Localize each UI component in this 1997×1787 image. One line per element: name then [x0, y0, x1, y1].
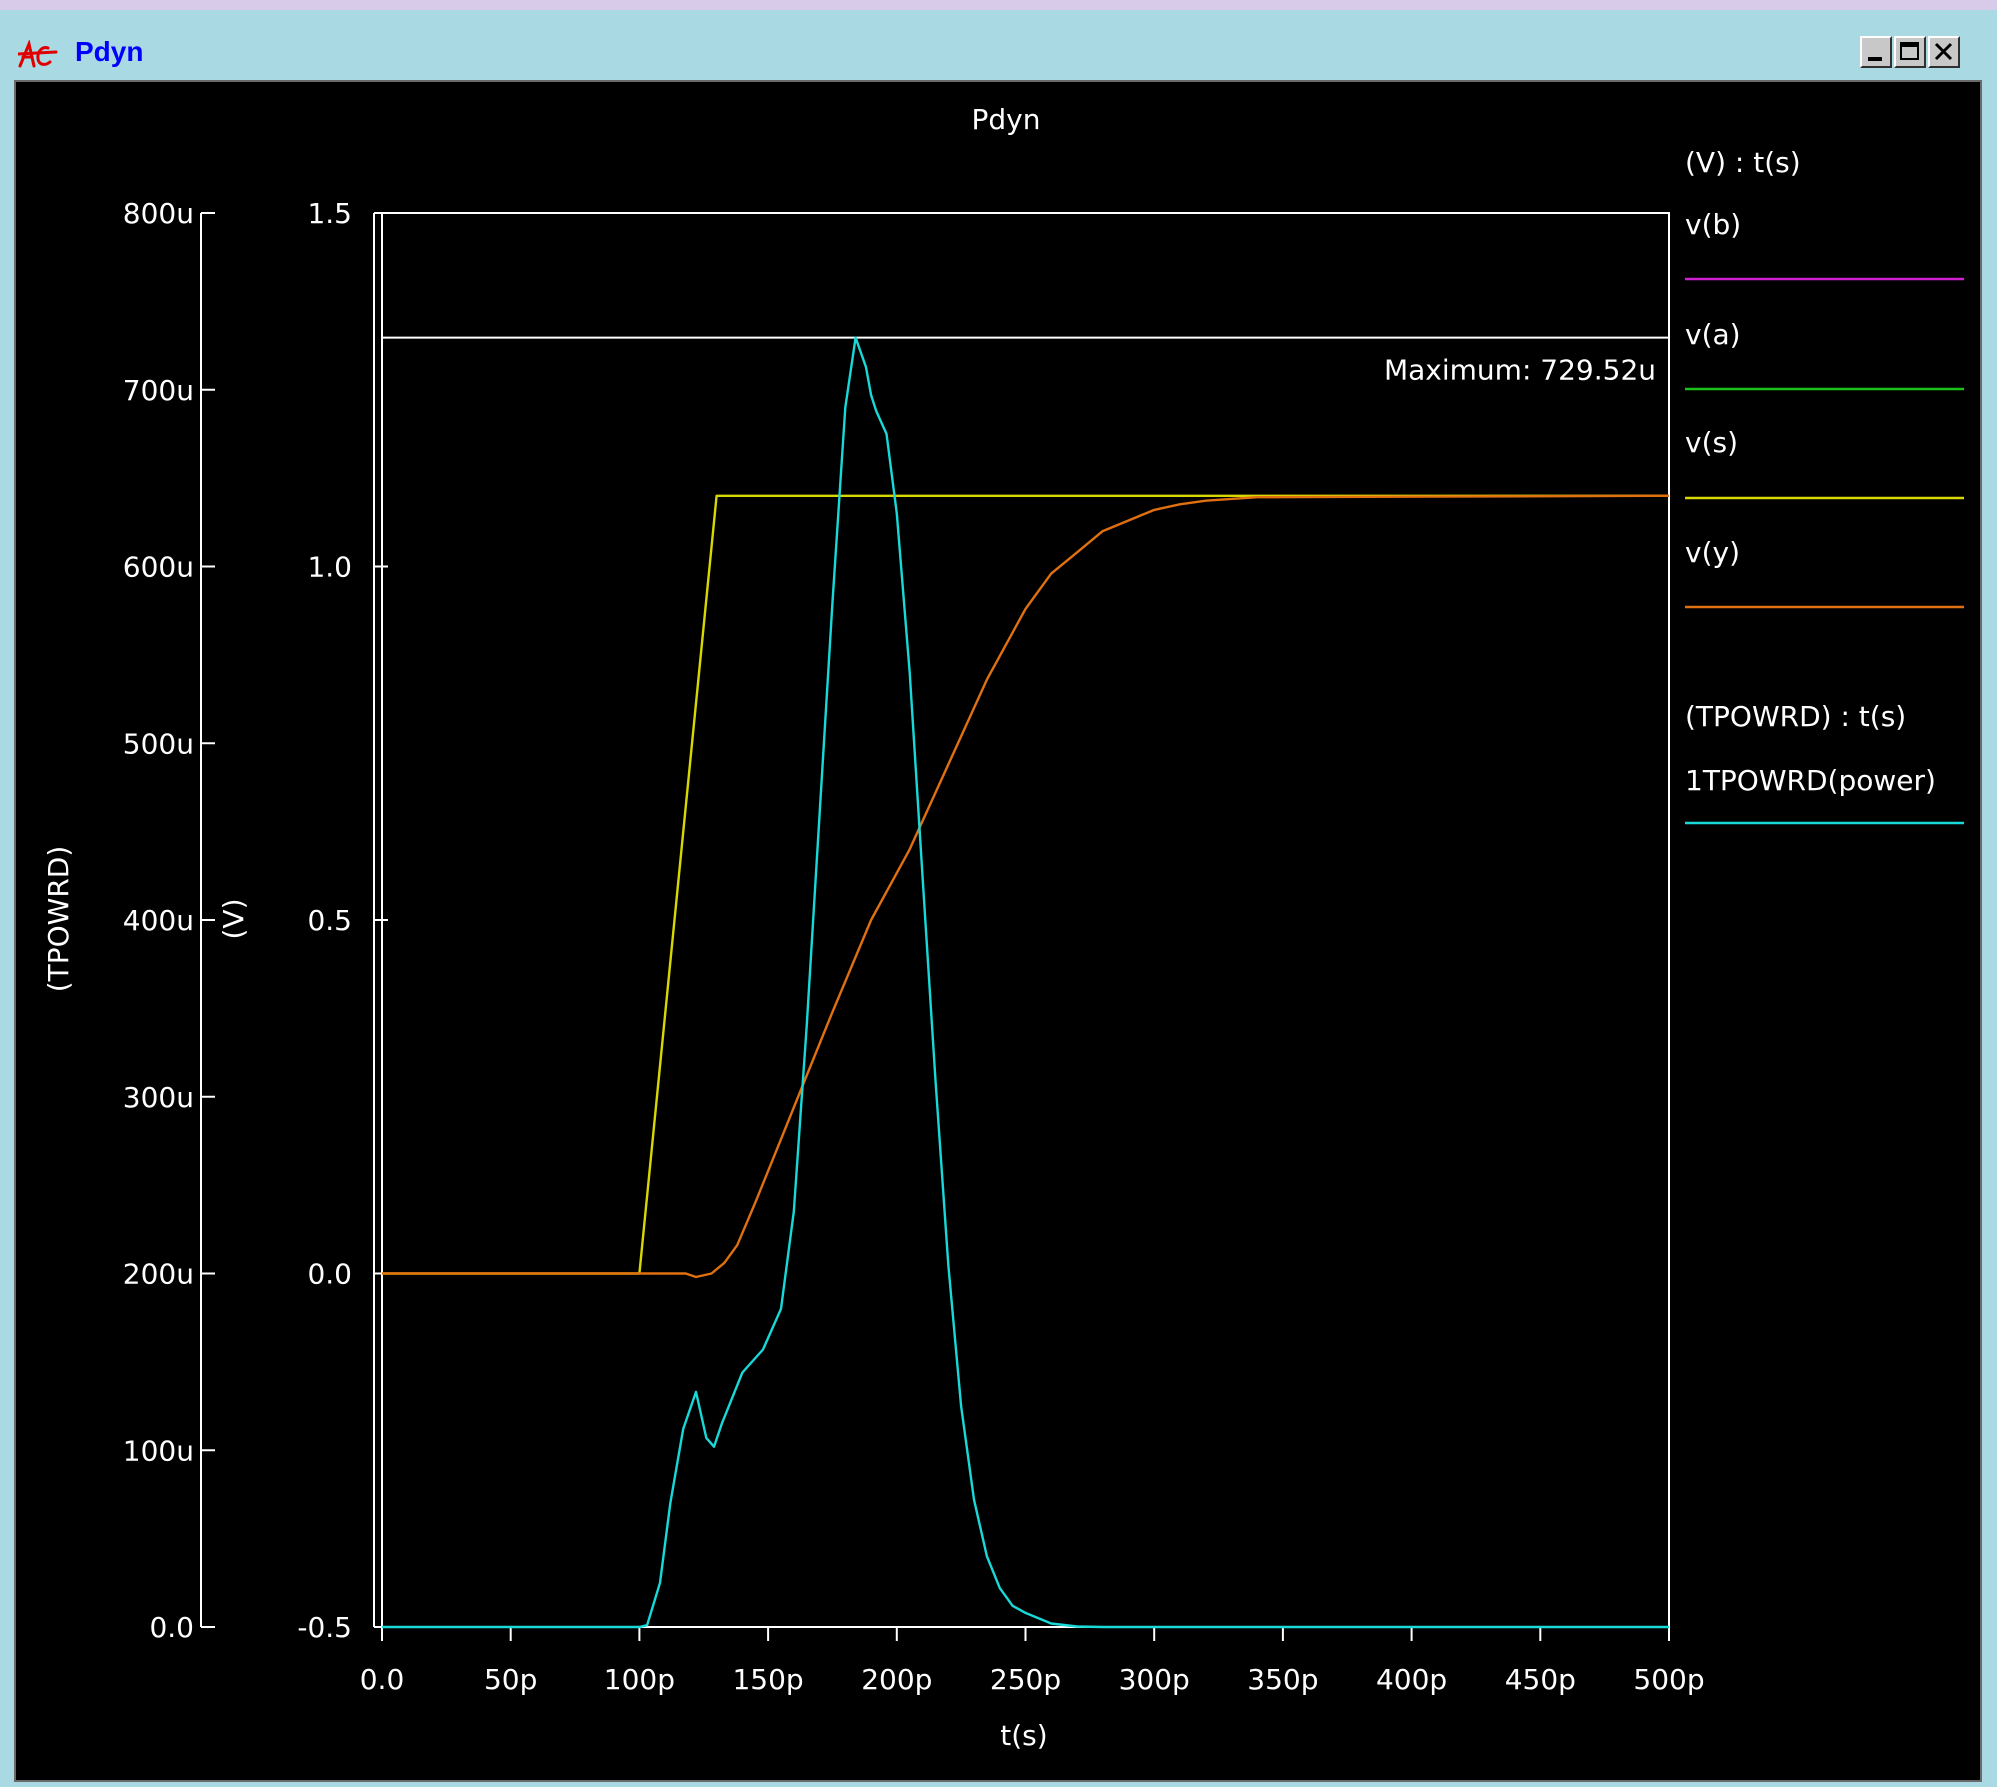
series-line-v-s- — [382, 494, 1669, 1275]
voltage-tick-label: 1.0 — [307, 551, 352, 584]
power-tick-label: 500u — [123, 727, 194, 760]
plot-area[interactable]: Pdyn 0.0 100u 200u 300u 400u 500u 600u 700u 800u… — [14, 80, 1982, 1782]
minimize-button[interactable] — [1860, 36, 1892, 68]
power-tick-label: 100u — [123, 1434, 194, 1467]
power-tick-label: 700u — [123, 374, 194, 407]
power-tick-label: 0.0 — [149, 1611, 194, 1644]
maximize-icon — [1900, 42, 1919, 60]
power-tick-label: 300u — [123, 1081, 194, 1114]
power-tick-label: 800u — [123, 197, 194, 230]
voltage-tick-label: 0.0 — [307, 1258, 352, 1291]
legend-label: v(b) — [1685, 208, 1741, 241]
maximize-button[interactable] — [1894, 36, 1926, 68]
x-tick-label: 300p — [1119, 1663, 1190, 1696]
plot-box — [381, 212, 1670, 1628]
voltage-tick-label: 0.5 — [307, 904, 352, 937]
power-tick-label: 600u — [123, 551, 194, 584]
chart-svg[interactable]: Pdyn 0.0 100u 200u 300u 400u 500u 600u 700u 800u… — [16, 82, 1980, 1780]
app-logo-icon — [16, 39, 58, 70]
series-line-1tpowrd-power- — [382, 336, 1669, 1629]
power-tick-label: 400u — [123, 904, 194, 937]
voltage-tick-label: 1.5 — [307, 197, 352, 230]
x-tick-label: 200p — [861, 1663, 932, 1696]
legend-label: v(s) — [1685, 426, 1738, 459]
legend-power-header: (TPOWRD) : t(s) — [1685, 700, 1906, 733]
series-line-v-y- — [382, 494, 1670, 1279]
window-title: Pdyn — [75, 36, 144, 67]
x-tick-label: 100p — [604, 1663, 675, 1696]
legend-label: v(a) — [1685, 318, 1741, 351]
x-tick-label: 50p — [484, 1663, 537, 1696]
x-axis-label: t(s) — [1000, 1719, 1047, 1752]
legend: (V) : t(s) (TPOWRD) : t(s) v(b) v(a) v(s) v… — [1685, 146, 1964, 825]
minimize-icon — [1868, 57, 1882, 61]
x-tick-label: 400p — [1376, 1663, 1447, 1696]
x-tick-label: 250p — [990, 1663, 1061, 1696]
x-tick-label: 150p — [732, 1663, 803, 1696]
close-icon — [1934, 42, 1953, 61]
power-axis-label: (TPOWRD) — [42, 846, 75, 993]
title-bar[interactable]: Pdyn — [0, 20, 1997, 78]
chart-title: Pdyn — [972, 103, 1041, 136]
legend-label: 1TPOWRD(power) — [1685, 764, 1936, 797]
legend-voltage-header: (V) : t(s) — [1685, 146, 1801, 179]
x-tick-label: 350p — [1247, 1663, 1318, 1696]
x-tick-label: 500p — [1633, 1663, 1704, 1696]
x-tick-label: 450p — [1505, 1663, 1576, 1696]
power-tick-label: 200u — [123, 1258, 194, 1291]
maximum-annotation: Maximum: 729.52u — [1384, 354, 1656, 387]
legend-label: v(y) — [1685, 536, 1740, 569]
close-button[interactable] — [1928, 36, 1960, 68]
voltage-axis-label: (V) — [217, 898, 250, 939]
x-tick-label: 0.0 — [360, 1663, 405, 1696]
voltage-tick-label: -0.5 — [297, 1611, 352, 1644]
